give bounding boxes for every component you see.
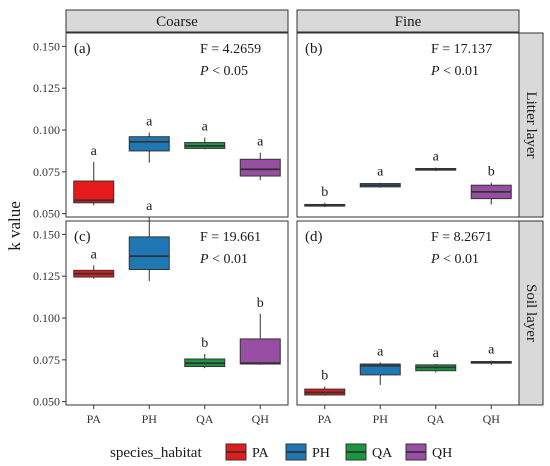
panel-frame xyxy=(296,220,520,406)
x-tick-label: QH xyxy=(483,412,501,426)
box-body xyxy=(128,236,170,271)
x-tick-label: QA xyxy=(427,412,445,426)
legend-label: PH xyxy=(312,446,330,461)
f-statistic: F = 17.137 xyxy=(431,42,492,57)
significance-letter: b xyxy=(201,336,208,351)
box-body xyxy=(239,338,281,365)
x-tick-label: PH xyxy=(142,412,158,426)
x-tick-label: PA xyxy=(87,412,102,426)
box-PH: a xyxy=(359,165,401,188)
row-strip-1 xyxy=(518,220,544,406)
panel-b: (b) F = 17.137 P < 0.01 b a a b xyxy=(296,32,520,218)
panel-frame xyxy=(65,32,289,218)
significance-letter: b xyxy=(321,369,328,384)
legend-item-QH: QH xyxy=(405,443,452,461)
significance-letter: a xyxy=(91,144,98,159)
y-tick-label: 0.050 xyxy=(33,207,60,221)
significance-letter: a xyxy=(377,165,384,180)
box-PH: a xyxy=(128,199,170,282)
box-body xyxy=(239,158,281,177)
significance-letter: a xyxy=(257,135,264,150)
box-QA: b xyxy=(184,336,226,369)
y-tick-label: 0.100 xyxy=(33,123,60,137)
box-QH: a xyxy=(470,343,512,365)
box-body xyxy=(128,136,170,152)
y-tick-label: 0.150 xyxy=(33,227,60,241)
y-tick-label: 0.125 xyxy=(33,269,60,283)
p-value: P < 0.01 xyxy=(199,252,248,267)
y-tick-label: 0.150 xyxy=(33,39,60,53)
column-strip-label: Coarse xyxy=(156,14,198,30)
legend-label: QA xyxy=(372,446,393,461)
significance-letter: b xyxy=(321,185,328,200)
panel-a: (a) F = 4.2659 P < 0.05 a a a a xyxy=(65,32,289,218)
x-tick-label: PH xyxy=(373,412,389,426)
box-QH: a xyxy=(239,135,281,181)
significance-letter: a xyxy=(488,343,495,358)
column-strip-0 xyxy=(65,9,289,33)
box-QA: a xyxy=(415,150,457,171)
axes: 0.050 0.075 0.100 0.125 0.150 0.050 0.075 0.100… xyxy=(33,39,500,426)
legend-item-QA: QA xyxy=(345,443,393,461)
box-QA: a xyxy=(184,120,226,150)
column-strip-1 xyxy=(296,9,520,33)
legend-label: PA xyxy=(252,446,270,461)
x-tick-label: PA xyxy=(318,412,333,426)
x-tick-label: QH xyxy=(252,412,270,426)
significance-letter: a xyxy=(91,247,98,262)
column-strip-label: Fine xyxy=(395,14,422,30)
significance-letter: b xyxy=(257,296,264,311)
box-PA: b xyxy=(304,185,346,207)
x-tick-label: QA xyxy=(196,412,214,426)
y-axis-title: k value xyxy=(5,201,24,251)
p-value: P < 0.01 xyxy=(430,64,479,79)
y-tick-label: 0.050 xyxy=(33,395,60,409)
f-statistic: F = 19.661 xyxy=(200,230,261,245)
significance-letter: a xyxy=(433,346,440,361)
row-strip-label: Soil layer xyxy=(523,284,539,342)
box-QA: a xyxy=(415,346,457,373)
significance-letter: a xyxy=(146,115,153,130)
significance-letter: a xyxy=(146,199,153,214)
legend-label: QH xyxy=(432,446,452,461)
panel-tag: (a) xyxy=(74,41,91,57)
box-PH: a xyxy=(128,115,170,163)
panel-tag: (c) xyxy=(74,229,91,245)
box-PA: a xyxy=(73,144,115,206)
legend-title: species_habitat xyxy=(110,445,202,461)
y-tick-label: 0.075 xyxy=(33,165,60,179)
significance-letter: a xyxy=(202,120,209,135)
box-body xyxy=(73,180,115,204)
legend: species_habitat PA PH QA QH xyxy=(110,443,452,461)
box-PA: a xyxy=(73,247,115,279)
significance-letter: a xyxy=(377,344,384,359)
box-QH: b xyxy=(470,165,512,205)
panel-frame xyxy=(65,220,289,406)
f-statistic: F = 4.2659 xyxy=(200,42,261,57)
y-tick-label: 0.125 xyxy=(33,81,60,95)
panel-tag: (b) xyxy=(305,41,323,57)
panel-c: (c) F = 19.661 P < 0.01 a a b b xyxy=(65,199,289,406)
box-PA: b xyxy=(304,369,346,396)
legend-item-PH: PH xyxy=(285,443,330,461)
significance-letter: b xyxy=(488,165,495,180)
p-value: P < 0.01 xyxy=(430,252,479,267)
significance-letter: a xyxy=(433,150,440,165)
y-tick-label: 0.075 xyxy=(33,353,60,367)
legend-item-PA: PA xyxy=(225,443,270,461)
panel-d: (d) F = 8.2671 P < 0.01 b a a a xyxy=(296,220,520,406)
box-QH: b xyxy=(239,296,281,365)
panel-tag: (d) xyxy=(305,229,323,245)
row-strip-label: Litter layer xyxy=(523,91,539,158)
f-statistic: F = 8.2671 xyxy=(431,230,492,245)
p-value: P < 0.05 xyxy=(199,64,248,79)
y-tick-label: 0.100 xyxy=(33,311,60,325)
facet-panels: (a) F = 4.2659 P < 0.05 a a a a (b) F = 17.137 P … xyxy=(65,32,520,406)
box-PH: a xyxy=(359,344,401,385)
box-body xyxy=(359,363,401,376)
